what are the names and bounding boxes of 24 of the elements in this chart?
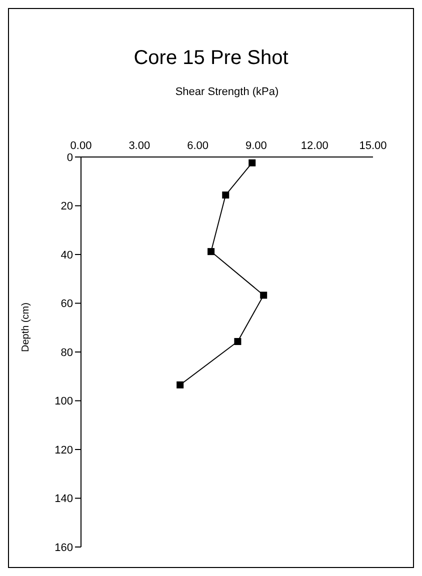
y-tick-label: 140 [54,493,73,506]
y-tick-label: 80 [60,346,73,359]
y-tick-label: 60 [60,298,73,310]
chart-title: Core 15 Pre Shot [132,47,290,71]
y-tick-label: 100 [54,396,73,408]
x-tick-label: 6.00 [187,140,209,152]
point [208,248,215,256]
point [248,159,256,166]
x-tick-label: 3.00 [128,140,150,152]
x-tick-label: 12.00 [300,140,328,152]
y-tick-label: 40 [60,249,73,262]
x-tick-label: 9.00 [245,140,267,152]
y-tick-label: 160 [54,542,73,554]
point [234,338,242,346]
point [222,192,230,199]
y-tick-label: 20 [60,200,73,213]
point [260,292,268,299]
x-tick-label: 15.00 [359,140,387,152]
y-axis-title: Depth (cm) [20,302,32,352]
y-tick-label: 0 [66,152,73,164]
y-tick-label: 120 [54,444,73,456]
x-tick-label: 0.00 [70,140,92,152]
x-axis-title: Shear Strength (kPa) [175,86,279,98]
point [176,381,184,388]
